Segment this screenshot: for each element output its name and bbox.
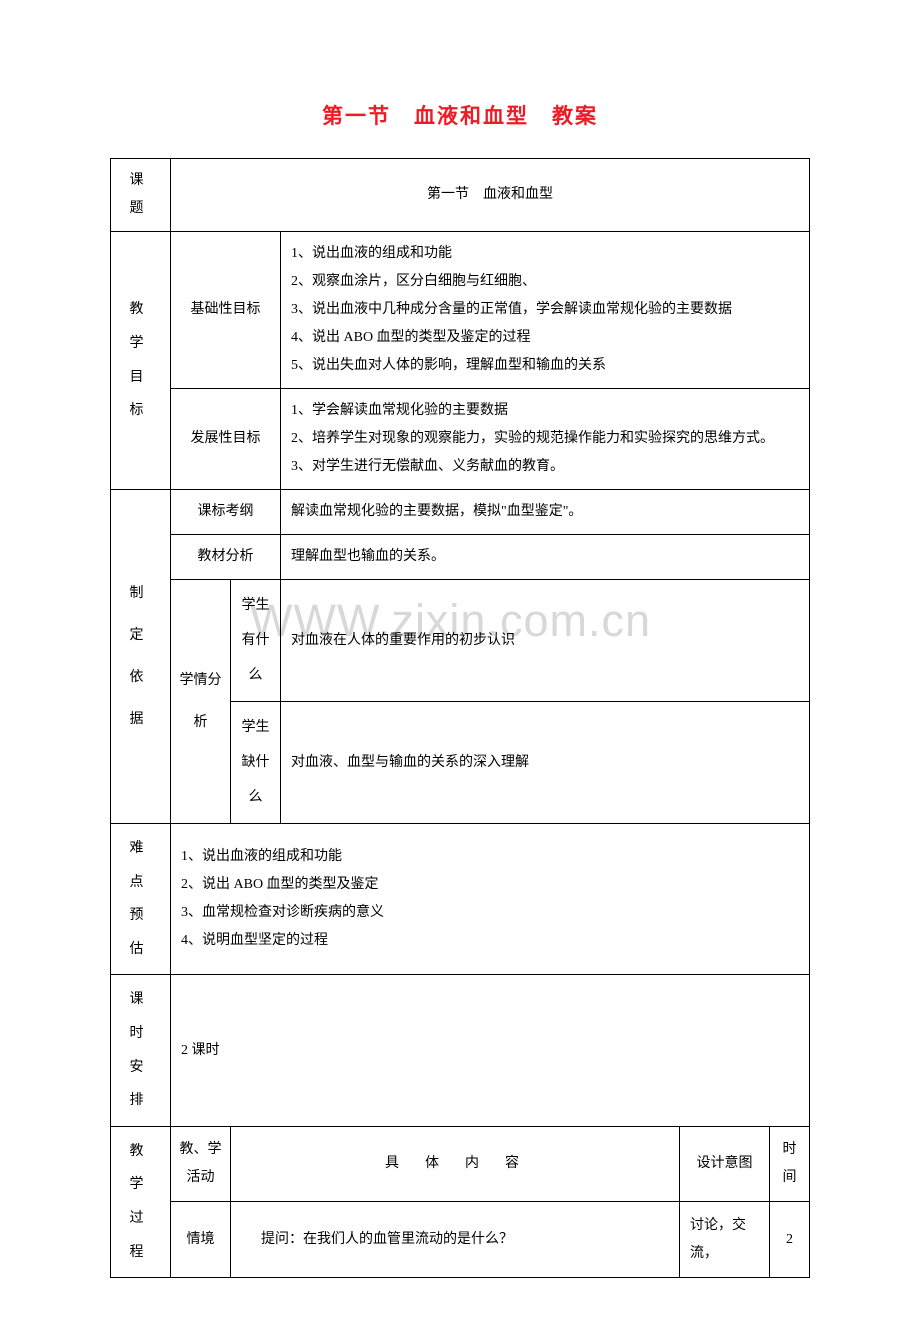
hours-content: 2 课时 — [171, 975, 810, 1126]
student-lack-label: 学生缺什么 — [231, 702, 281, 824]
topic-label: 课 题 — [111, 159, 171, 232]
table-row: 教 学 目 标 基础性目标 1、说出血液的组成和功能 2、观察血涂片，区分白细胞… — [111, 232, 810, 389]
difficulty-content: 1、说出血液的组成和功能 2、说出 ABO 血型的类型及鉴定 3、血常规检查对诊… — [171, 824, 810, 975]
table-row: 制 定 依 据 课标考纲 解读血常规化验的主要数据，模拟"血型鉴定"。 — [111, 490, 810, 535]
table-row: 学情分析 学生有什么 对血液在人体的重要作用的初步认识 — [111, 580, 810, 702]
table-row: 难 点 预 估 1、说出血液的组成和功能 2、说出 ABO 血型的类型及鉴定 3… — [111, 824, 810, 975]
standard-label: 课标考纲 — [171, 490, 281, 535]
standard-content: 解读血常规化验的主要数据，模拟"血型鉴定"。 — [281, 490, 810, 535]
textbook-label: 教材分析 — [171, 535, 281, 580]
lesson-plan-table: 课 题 第一节 血液和血型 教 学 目 标 基础性目标 1、说出血液的组成和功能… — [110, 158, 810, 1278]
design-header: 设计意图 — [680, 1126, 770, 1202]
table-row: 课 时 安 排 2 课时 — [111, 975, 810, 1126]
content-header: 具 体 内 容 — [231, 1126, 680, 1202]
table-row: 课 题 第一节 血液和血型 — [111, 159, 810, 232]
dev-goal-label: 发展性目标 — [171, 389, 281, 490]
table-row: 教材分析 理解血型也输血的关系。 — [111, 535, 810, 580]
dev-goal-content: 1、学会解读血常规化验的主要数据 2、培养学生对现象的观察能力，实验的规范操作能… — [281, 389, 810, 490]
basic-goal-content: 1、说出血液的组成和功能 2、观察血涂片，区分白细胞与红细胞、 3、说出血液中几… — [281, 232, 810, 389]
activity-cell: 情境 — [171, 1202, 231, 1278]
hours-label: 课 时 安 排 — [111, 975, 171, 1126]
basis-label: 制 定 依 据 — [111, 490, 171, 824]
time-header: 时间 — [770, 1126, 810, 1202]
content-cell: 提问：在我们人的血管里流动的是什么？ — [231, 1202, 680, 1278]
table-row: 情境 提问：在我们人的血管里流动的是什么？ 讨论，交流， 2 — [111, 1202, 810, 1278]
difficulty-label: 难 点 预 估 — [111, 824, 171, 975]
design-cell: 讨论，交流， — [680, 1202, 770, 1278]
table-row: 发展性目标 1、学会解读血常规化验的主要数据 2、培养学生对现象的观察能力，实验… — [111, 389, 810, 490]
basic-goal-label: 基础性目标 — [171, 232, 281, 389]
textbook-content: 理解血型也输血的关系。 — [281, 535, 810, 580]
goal-label: 教 学 目 标 — [111, 232, 171, 490]
time-cell: 2 — [770, 1202, 810, 1278]
student-has-label: 学生有什么 — [231, 580, 281, 702]
student-analysis-label: 学情分析 — [171, 580, 231, 824]
student-lack-content: 对血液、血型与输血的关系的深入理解 — [281, 702, 810, 824]
student-has-content: 对血液在人体的重要作用的初步认识 — [281, 580, 810, 702]
activity-header: 教、学活动 — [171, 1126, 231, 1202]
process-label: 教 学 过 程 — [111, 1126, 171, 1277]
table-row: 教 学 过 程 教、学活动 具 体 内 容 设计意图 时间 — [111, 1126, 810, 1202]
page-title: 第一节 血液和血型 教案 — [110, 100, 810, 130]
topic-value: 第一节 血液和血型 — [171, 159, 810, 232]
